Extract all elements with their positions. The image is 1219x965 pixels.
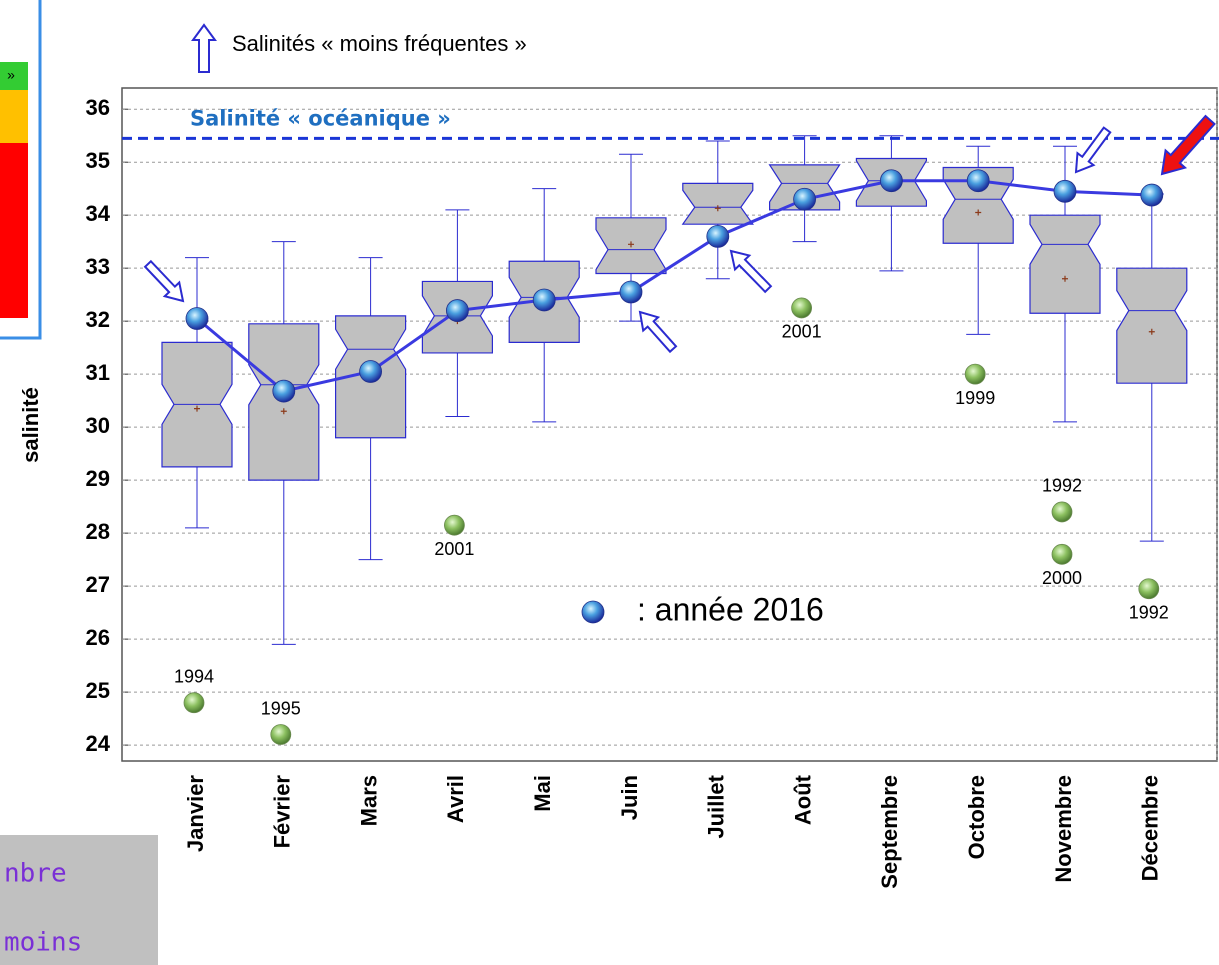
box [1116,267,1188,384]
outlier-year: 2001 [782,322,822,342]
y-tick-label: 27 [86,572,110,597]
x-tick-label: Avril [443,775,468,823]
point-2016 [532,288,556,312]
point-2016 [1053,179,1077,203]
y-tick-label: 24 [86,731,111,756]
point-2016 [619,280,643,304]
x-tick-label: Juin [617,775,642,820]
orange-strip [0,90,28,143]
box [1029,214,1101,314]
outlier-year: 1992 [1042,476,1082,496]
point-2016 [966,169,990,193]
annotation-arrow [1160,114,1216,176]
outlier [964,363,986,385]
y-tick-label: 30 [86,413,110,438]
point-2016 [445,299,469,322]
outlier-year: 2001 [434,539,474,559]
y-tick-label: 29 [86,466,110,491]
y-axis-label: salinité [18,387,43,463]
note-line: moins [4,928,82,958]
outlier [1051,543,1073,565]
outlier [183,692,205,714]
green-strip [0,62,28,90]
y-tick-label: 36 [86,95,110,120]
point-2016 [1140,183,1164,207]
outlier [443,514,465,536]
y-tick-label: 28 [86,519,110,544]
outlier-year: 2000 [1042,568,1082,588]
outlier [1051,501,1073,523]
point-2016 [793,187,816,211]
outlier-year: 1992 [1129,603,1169,623]
point-2016 [272,379,296,403]
outlier [1138,578,1160,600]
annotation-arrow [638,310,678,354]
point-2016 [880,169,903,193]
x-tick-label: Septembre [877,775,902,889]
x-tick-label: Décembre [1138,775,1163,881]
annotation-arrow [729,249,773,294]
x-tick-label: Novembre [1051,775,1076,883]
line-2016 [196,179,1152,393]
outlier-year: 1995 [261,698,301,718]
note-line: nbre [4,859,67,889]
legend-label: : année 2016 [637,591,824,627]
x-tick-label: Février [270,775,295,849]
y-tick-label: 26 [86,625,110,650]
red-strip [0,143,28,318]
y-tick-label: 32 [86,307,110,332]
mean-marker [975,209,982,216]
outlier [791,297,812,319]
y-tick-label: 34 [86,201,111,226]
mean-marker [714,205,721,212]
arrow-legend: Salinités « moins fréquentes » [232,31,527,56]
reference-label: Salinité « océanique » [190,106,451,130]
x-tick-label: Mai [530,775,555,812]
x-tick-label: Juillet [704,774,729,838]
mean-marker [628,241,634,248]
x-tick-label: Janvier [183,775,208,852]
mean-marker [1062,275,1068,282]
annotation-arrow [143,259,185,303]
annotation-arrow [1074,126,1112,174]
y-tick-label: 31 [86,360,110,385]
note-box [0,835,158,965]
x-tick-label: Août [790,774,815,825]
box [768,164,841,211]
outlier [270,724,292,745]
outlier-year: 1994 [174,666,214,686]
point-2016 [706,224,730,248]
legend-arrow [191,23,217,73]
panel-marker: » [7,67,15,83]
mean-marker [1148,328,1155,335]
point-2016 [185,307,209,330]
legend-marker [581,600,605,624]
mean-marker [280,408,287,415]
outlier-year: 1999 [955,388,995,408]
box [681,182,754,225]
y-tick-label: 25 [86,678,110,703]
y-tick-label: 33 [86,254,110,279]
x-tick-label: Mars [356,775,381,826]
box [942,166,1014,244]
y-tick-label: 35 [86,148,110,173]
mean-marker [194,405,200,412]
point-2016 [359,360,383,383]
x-tick-label: Octobre [964,775,989,859]
